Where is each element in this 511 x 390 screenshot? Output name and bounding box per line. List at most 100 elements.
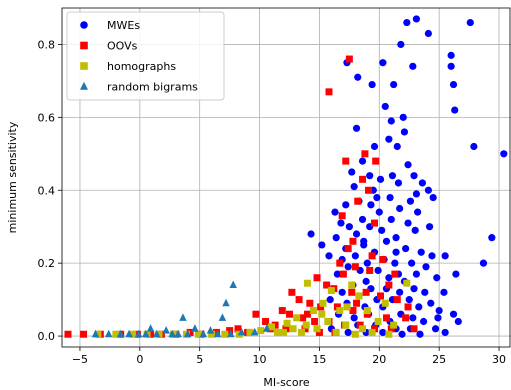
data-point [152,329,161,338]
data-point [262,324,271,332]
data-point [116,329,125,338]
data-point [417,248,425,256]
data-point [303,279,311,287]
data-point [402,244,410,253]
data-point [378,226,386,234]
data-point [397,40,405,49]
data-point [412,15,421,23]
data-point [418,179,426,187]
data-point [466,18,474,27]
data-point [179,313,187,321]
data-point [387,325,395,333]
data-point [104,329,113,338]
data-point [186,328,194,336]
data-point [262,317,270,325]
data-point [454,317,462,326]
data-point [355,292,363,300]
data-point [64,330,72,338]
data-point [297,328,305,336]
data-point [396,288,404,296]
data-point [421,288,429,296]
data-point [306,299,314,307]
data-point [379,256,387,264]
data-point [288,288,296,296]
data-point [299,314,307,322]
data-point [325,252,333,260]
data-point [325,88,333,96]
data-point [129,330,137,338]
data-point [222,298,230,307]
series-random-bigrams [91,280,271,338]
data-points [64,15,508,338]
data-point [372,157,380,165]
data-point [331,208,339,216]
data-point [367,201,375,209]
data-point [359,175,367,183]
data-point [361,150,369,158]
data-point [360,237,368,245]
data-point [342,201,350,209]
legend-label: MWEs [107,19,140,32]
data-point [344,263,352,271]
data-point [257,327,265,335]
data-point [405,296,413,304]
data-point [342,321,350,329]
data-point [441,252,449,260]
data-point [425,223,434,231]
data-point [268,323,276,331]
data-point [339,270,347,278]
data-point [411,226,419,234]
data-point [370,142,379,151]
data-point [155,330,163,338]
data-point [391,270,399,278]
data-point [371,219,379,227]
data-point [427,299,435,307]
data-point [431,325,440,333]
data-point [350,183,358,191]
data-point [344,328,352,337]
data-point [351,330,359,338]
data-point [422,263,430,271]
data-point [403,279,411,287]
data-point [80,330,88,338]
data-point [398,330,406,338]
data-point [354,197,362,205]
data-point [349,237,357,245]
data-point [410,172,418,180]
data-point [348,281,356,289]
data-point [336,307,344,315]
data-point [412,270,421,278]
data-point [379,59,387,67]
x-tick-label: 10 [253,353,267,366]
data-point [283,319,291,327]
data-point [353,299,361,307]
data-point [352,230,361,238]
data-point [168,329,176,338]
data-point [394,179,403,187]
data-point [301,325,309,333]
data-point [338,288,346,296]
data-point [376,292,384,300]
data-point [174,329,182,338]
data-point [424,29,432,38]
data-point [382,314,390,322]
data-point [146,324,155,332]
data-point [449,310,458,318]
data-point [365,186,373,194]
data-point [479,259,488,267]
data-point [323,281,331,289]
data-point [359,325,367,333]
data-point [409,314,417,322]
data-point [404,219,412,227]
data-point [415,303,423,311]
data-point [278,307,286,315]
data-point [350,314,358,322]
data-point [274,328,282,336]
data-point [385,135,393,143]
data-point [368,80,376,89]
data-point [376,175,385,183]
y-tick-label: 0.8 [38,38,56,51]
data-point [345,223,353,231]
data-point [371,325,379,333]
